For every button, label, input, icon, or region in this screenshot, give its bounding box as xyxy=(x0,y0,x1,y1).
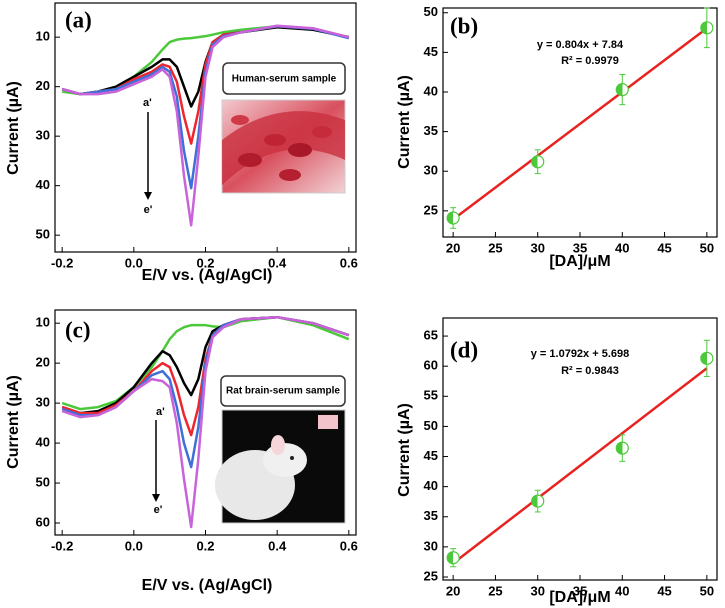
x-tick-label: 45 xyxy=(657,583,671,598)
x-tick-label: 0.2 xyxy=(196,538,214,553)
y-tick-label: 35 xyxy=(424,123,438,138)
inset-image xyxy=(221,99,346,194)
y-axis-label: Current (µA) xyxy=(5,81,22,175)
y-tick-label: 40 xyxy=(424,478,438,493)
y-axis-label: Current (µA) xyxy=(396,403,413,497)
y-tick-label: 20 xyxy=(36,78,50,93)
fit-line xyxy=(452,367,708,565)
x-axis-label: [DA]/μM xyxy=(549,253,610,270)
y-tick-label: 20 xyxy=(36,355,50,370)
x-tick-label: 0.4 xyxy=(268,255,287,270)
x-tick-label: 0.2 xyxy=(196,255,214,270)
fit-line xyxy=(452,27,708,221)
y-axis-label: Current (µA) xyxy=(5,375,22,469)
y-tick-label: 65 xyxy=(424,328,438,343)
inset-image xyxy=(215,409,346,524)
y-tick-label: 45 xyxy=(424,448,438,463)
x-tick-label: 50 xyxy=(700,583,714,598)
point xyxy=(531,494,545,508)
inset-label: Human-serum sample xyxy=(232,74,337,85)
panel-label: (c) xyxy=(65,317,91,342)
point xyxy=(446,211,460,225)
y-tick-label: 10 xyxy=(36,315,50,330)
r-squared: R² = 0.9843 xyxy=(561,365,619,377)
y-tick-label: 40 xyxy=(424,83,438,98)
y-tick-label: 40 xyxy=(36,435,50,450)
y-tick-label: 50 xyxy=(36,474,50,489)
x-tick-label: 0.0 xyxy=(125,255,143,270)
x-tick-label: 35 xyxy=(573,583,587,598)
inset-label-box xyxy=(220,375,346,407)
x-tick-label: 50 xyxy=(700,240,714,255)
panel-label: (d) xyxy=(450,337,478,362)
y-tick-label: 60 xyxy=(424,358,438,373)
arrow-start-label: a' xyxy=(156,406,165,418)
y-tick-label: 10 xyxy=(36,29,50,44)
point xyxy=(700,21,714,35)
y-tick-label: 60 xyxy=(36,514,50,529)
equation: y = 1.0792x + 5.698 xyxy=(531,348,629,360)
y-tick-label: 30 xyxy=(36,128,50,143)
equation: y = 0.804x + 7.84 xyxy=(537,39,624,51)
y-tick-label: 40 xyxy=(36,177,50,192)
x-tick-label: 35 xyxy=(573,240,587,255)
x-tick-label: 0.0 xyxy=(125,538,143,553)
panel-label: (a) xyxy=(65,7,92,32)
x-tick-label: 40 xyxy=(615,583,629,598)
arrow-end-label: e' xyxy=(144,204,153,216)
curve xyxy=(61,24,350,227)
x-tick-label: -0.2 xyxy=(51,255,73,270)
y-tick-label: 30 xyxy=(424,538,438,553)
x-tick-label: 20 xyxy=(446,583,460,598)
curve xyxy=(61,315,350,411)
x-tick-label: 0.6 xyxy=(340,538,358,553)
y-tick-label: 35 xyxy=(424,508,438,523)
y-tick-label: 50 xyxy=(36,227,50,242)
arrow-end-label: e' xyxy=(154,504,163,516)
curve xyxy=(61,315,350,529)
point xyxy=(446,551,460,565)
x-tick-label: 25 xyxy=(488,240,502,255)
y-tick-label: 30 xyxy=(424,163,438,178)
r-squared: R² = 0.9979 xyxy=(561,55,619,67)
inset-label-box xyxy=(222,62,346,95)
y-tick-label: 25 xyxy=(424,202,438,217)
y-tick-label: 55 xyxy=(424,388,438,403)
arrow-head xyxy=(144,192,152,200)
x-axis-label: E/V vs. (Ag/AgCl) xyxy=(142,267,273,284)
y-tick-label: 50 xyxy=(424,4,438,19)
x-tick-label: 40 xyxy=(615,240,629,255)
panel-label: (b) xyxy=(450,13,478,38)
y-tick-label: 30 xyxy=(36,395,50,410)
x-tick-label: 0.6 xyxy=(340,255,358,270)
y-tick-label: 50 xyxy=(424,418,438,433)
x-tick-label: 45 xyxy=(657,240,671,255)
point xyxy=(615,83,629,97)
point xyxy=(615,441,629,455)
point xyxy=(700,351,714,365)
y-tick-label: 45 xyxy=(424,44,438,59)
x-tick-label: 30 xyxy=(530,583,544,598)
x-tick-label: 0.4 xyxy=(268,538,287,553)
inset-label: Rat brain-serum sample xyxy=(226,386,340,397)
arrow-head xyxy=(152,494,160,502)
x-tick-label: 20 xyxy=(446,240,460,255)
x-tick-label: 25 xyxy=(488,583,502,598)
x-tick-label: 30 xyxy=(530,240,544,255)
x-tick-label: -0.2 xyxy=(51,538,73,553)
x-axis-label: E/V vs. (Ag/AgCl) xyxy=(142,577,273,594)
point xyxy=(531,155,545,169)
x-axis-label: [DA]/μM xyxy=(549,589,610,606)
y-tick-label: 25 xyxy=(424,568,438,583)
arrow-start-label: a' xyxy=(143,97,152,109)
y-axis-label: Current (µA) xyxy=(396,75,413,169)
